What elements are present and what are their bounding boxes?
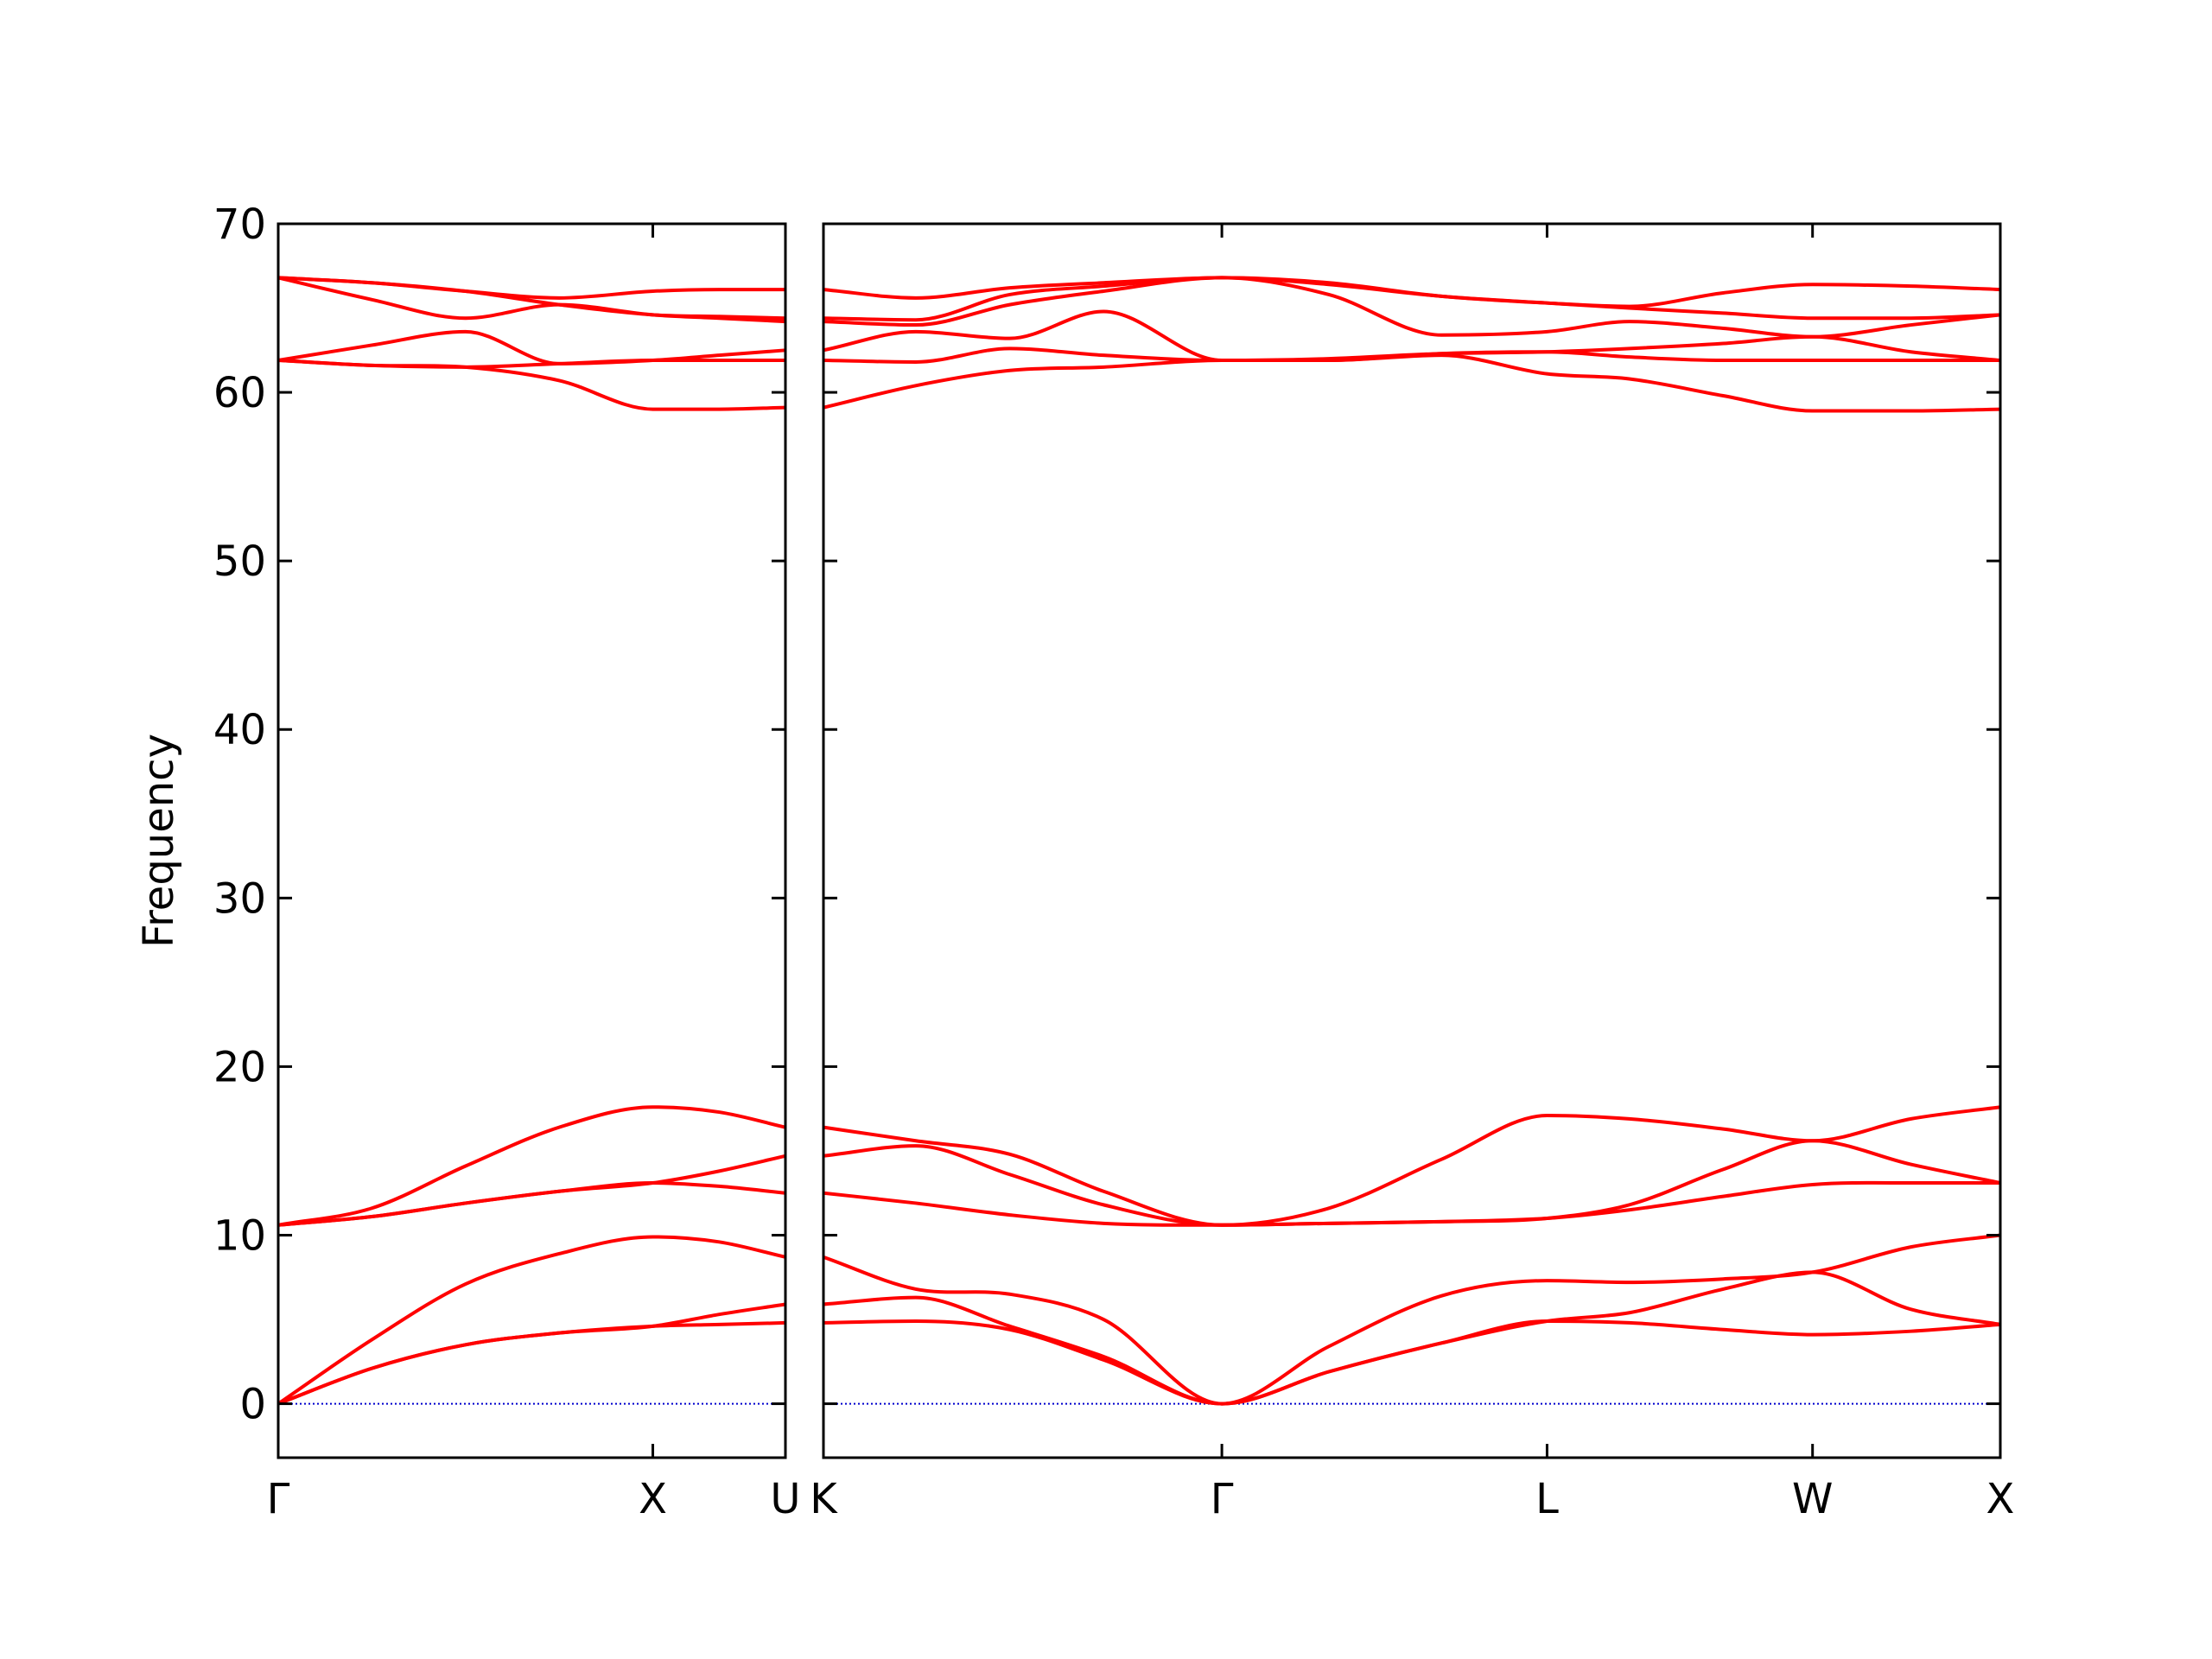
y-tick-label: 70 [213, 200, 266, 249]
x-tick-label: Γ [1211, 1475, 1234, 1523]
band-line [823, 1105, 2001, 1227]
band-line [277, 1154, 786, 1227]
plot-frame [276, 222, 787, 1459]
band-line [823, 1233, 2001, 1406]
x-tick-label: L [1535, 1475, 1559, 1523]
band-line [823, 276, 2001, 308]
x-tick-label: K [810, 1475, 838, 1523]
band-line [277, 359, 786, 411]
y-tick-label: 0 [239, 1381, 266, 1429]
x-tick-label: X [639, 1475, 667, 1523]
band-line [823, 1180, 2000, 1227]
y-tick-label: 50 [213, 537, 266, 586]
y-tick-label: 60 [213, 369, 266, 417]
band-line [277, 1302, 786, 1406]
band-line [823, 353, 2001, 413]
y-tick-label: 40 [213, 706, 266, 754]
band-line [823, 276, 2001, 339]
y-axis-label: Frequency [135, 734, 183, 948]
band-line [277, 359, 785, 369]
band-line [276, 1235, 786, 1406]
y-tick-label: 30 [213, 874, 266, 923]
band-line [277, 329, 786, 365]
y-tick-label: 20 [213, 1043, 266, 1091]
x-tick-label: Γ [267, 1475, 290, 1523]
x-tick-label: U [770, 1475, 800, 1523]
band-line [277, 276, 786, 300]
x-tick-label: W [1792, 1475, 1833, 1523]
x-tick-label: X [1986, 1475, 2015, 1523]
band-line [277, 1105, 786, 1227]
plot-frame [822, 222, 2002, 1459]
band-line [823, 1319, 2001, 1406]
y-tick-label: 10 [213, 1211, 266, 1260]
